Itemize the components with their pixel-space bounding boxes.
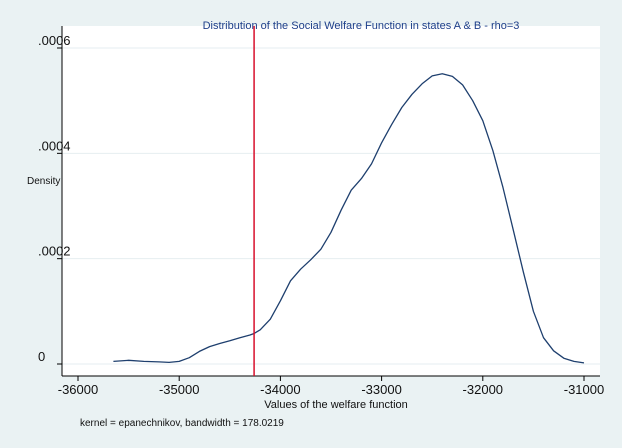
- y-tick-label-3: .0006: [38, 33, 71, 48]
- plot-area: [62, 26, 600, 376]
- grid-lines: [62, 47, 600, 365]
- x-tick-label-4: -32000: [463, 382, 503, 397]
- y-tick-label-1: .0002: [38, 244, 71, 259]
- kernel-note: kernel = epanechnikov, bandwidth = 178.0…: [80, 418, 284, 429]
- x-tick-label-3: -33000: [361, 382, 401, 397]
- y-axis-ticks: 0 .0002 .0004 .0006: [38, 33, 71, 365]
- y-tick-label-0: 0: [38, 349, 45, 364]
- x-tick-label-5: -31000: [564, 382, 604, 397]
- y-tick-label-2: .0004: [38, 138, 71, 153]
- x-tick-label-1: -35000: [159, 382, 199, 397]
- y-axis-label: Density: [27, 176, 61, 187]
- x-tick-label-2: -34000: [260, 382, 300, 397]
- axes: [61, 26, 600, 377]
- x-axis-label: Values of the welfare function: [264, 399, 408, 411]
- x-axis-ticks: -36000 -35000 -34000 -33000 -32000 -31000: [58, 376, 604, 397]
- series-layer: [113, 73, 585, 364]
- chart-title: Distribution of the Social Welfare Funct…: [202, 20, 520, 32]
- x-tick-label-0: -36000: [58, 382, 98, 397]
- density-curve-0: [113, 73, 585, 364]
